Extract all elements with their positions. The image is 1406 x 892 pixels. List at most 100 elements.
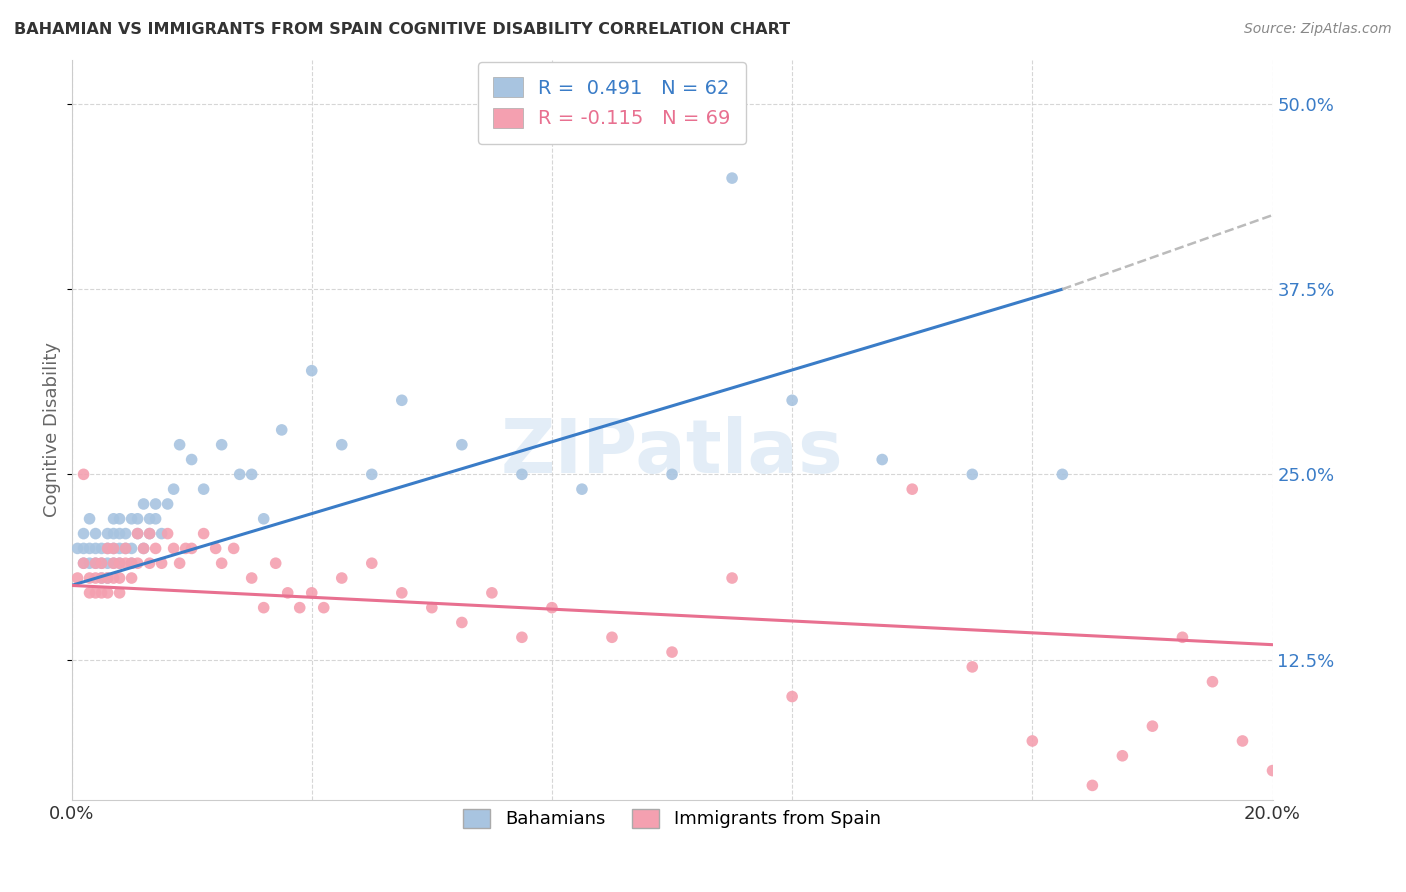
Point (870, 452, 893, 467)
Point (1232, 734, 1254, 748)
Point (97, 571, 120, 585)
Point (156, 497, 179, 511)
Legend: Bahamians, Immigrants from Spain: Bahamians, Immigrants from Spain (456, 802, 889, 836)
Point (145, 541, 167, 556)
Point (114, 526, 136, 541)
Point (97, 526, 120, 541)
Point (169, 438, 191, 452)
Point (108, 571, 131, 585)
Point (103, 526, 125, 541)
Point (721, 571, 744, 585)
Point (360, 467, 382, 482)
Point (1261, 764, 1284, 778)
Point (103, 541, 125, 556)
Point (571, 482, 593, 496)
Point (312, 600, 335, 615)
Point (360, 556, 382, 570)
Point (66, 571, 89, 585)
Point (301, 364, 323, 378)
Point (600, 630, 623, 644)
Point (169, 556, 191, 570)
Point (270, 423, 292, 437)
Text: ZIPatlas: ZIPatlas (501, 416, 844, 489)
Point (156, 526, 179, 541)
Point (84, 586, 107, 600)
Point (103, 512, 125, 526)
Point (90, 586, 112, 600)
Point (79, 512, 101, 526)
Point (391, 393, 413, 408)
Point (90, 571, 112, 585)
Point (114, 541, 136, 556)
Point (84, 526, 107, 541)
Point (661, 645, 683, 659)
Point (162, 482, 184, 496)
Point (240, 467, 263, 482)
Point (204, 541, 226, 556)
Point (1021, 734, 1043, 748)
Point (121, 512, 143, 526)
Point (72, 526, 94, 541)
Point (1201, 674, 1223, 689)
Point (97, 556, 120, 570)
Point (222, 541, 245, 556)
Point (121, 541, 143, 556)
Point (79, 571, 101, 585)
Point (450, 438, 472, 452)
Point (481, 586, 503, 600)
Point (103, 571, 125, 585)
Point (541, 600, 564, 615)
Point (510, 630, 533, 644)
Point (1171, 630, 1194, 644)
Point (301, 586, 323, 600)
Point (174, 541, 197, 556)
Point (228, 467, 250, 482)
Point (121, 556, 143, 570)
Point (121, 571, 143, 585)
Point (145, 497, 167, 511)
Point (193, 482, 215, 496)
Point (108, 556, 131, 570)
Text: Source: ZipAtlas.com: Source: ZipAtlas.com (1244, 22, 1392, 37)
Point (97, 541, 120, 556)
Point (211, 556, 233, 570)
Point (240, 571, 263, 585)
Point (97, 586, 120, 600)
Point (90, 556, 112, 570)
Point (180, 452, 202, 467)
Point (193, 526, 215, 541)
Point (72, 556, 94, 570)
Point (108, 556, 131, 570)
Point (84, 556, 107, 570)
Point (97, 541, 120, 556)
Point (145, 512, 167, 526)
Point (103, 541, 125, 556)
Point (66, 541, 89, 556)
Point (103, 556, 125, 570)
Point (962, 467, 984, 482)
Point (780, 690, 803, 704)
Point (288, 600, 311, 615)
Point (180, 541, 202, 556)
Point (211, 438, 233, 452)
Point (114, 541, 136, 556)
Point (127, 512, 149, 526)
Point (90, 541, 112, 556)
Text: BAHAMIAN VS IMMIGRANTS FROM SPAIN COGNITIVE DISABILITY CORRELATION CHART: BAHAMIAN VS IMMIGRANTS FROM SPAIN COGNIT… (14, 22, 790, 37)
Point (72, 467, 94, 482)
Point (108, 526, 131, 541)
Point (79, 541, 101, 556)
Point (84, 556, 107, 570)
Point (277, 586, 299, 600)
Point (108, 541, 131, 556)
Point (108, 586, 131, 600)
Point (127, 556, 149, 570)
Point (79, 586, 101, 600)
Point (138, 512, 160, 526)
Point (420, 600, 443, 615)
Point (1142, 719, 1164, 733)
Point (121, 556, 143, 570)
Point (103, 556, 125, 570)
Point (79, 556, 101, 570)
Point (253, 600, 276, 615)
